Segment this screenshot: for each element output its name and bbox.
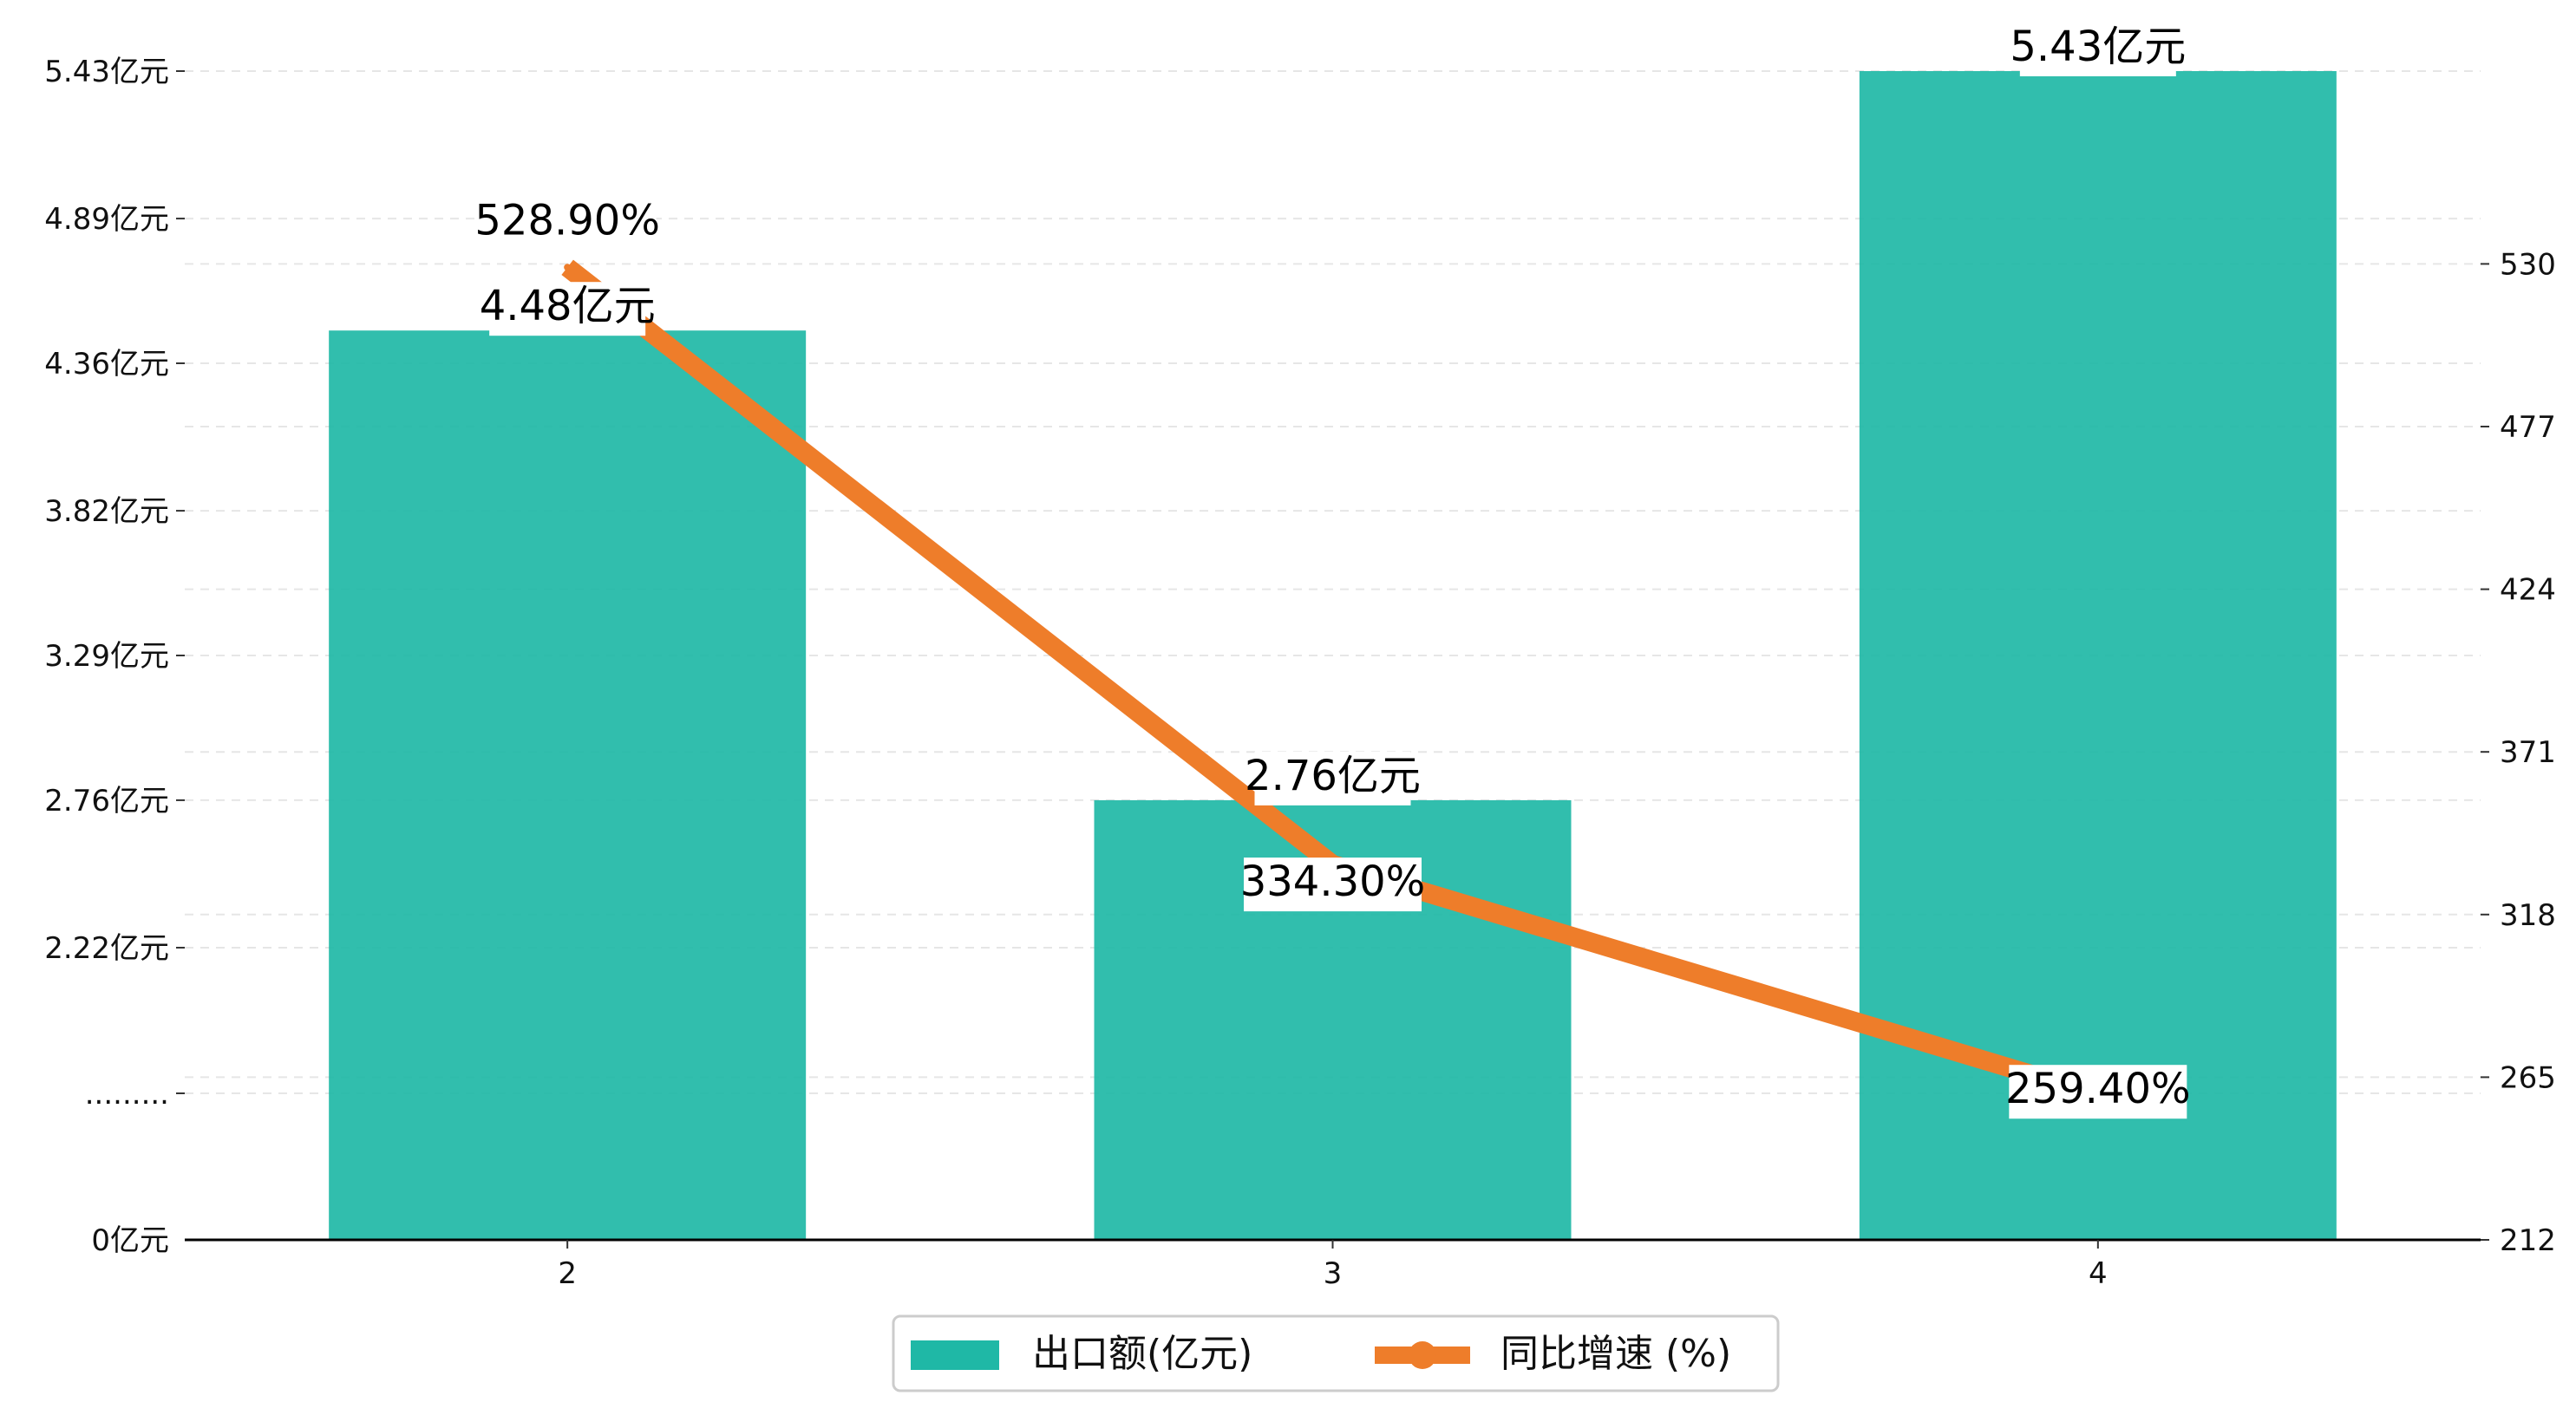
legend: 出口额(亿元) 同比增速 (%) [892,1314,1780,1392]
legend-line-marker [1409,1341,1436,1369]
line-value-label-bg [2009,1065,2187,1119]
line-point [564,264,572,271]
legend-box [892,1314,1780,1392]
legend-line-label: 同比增速 (%) [1500,1332,1731,1376]
line-value-label-bg [1244,857,1422,912]
y-left-tick-label: 5.43亿元 [44,55,169,89]
y-right-tick-label: 371 [2500,735,2556,770]
y-right-tick-label: 477 [2500,410,2556,445]
bar-value-label-bg [489,282,646,336]
bar-value-label: 5.43亿元 [2010,23,2186,71]
line-value-label: 334.30% [1240,857,1426,906]
bar-value-label: 2.76亿元 [1245,752,1421,800]
bar [329,330,807,1241]
y-right-tick-label: 265 [2500,1060,2556,1095]
x-tick-label: 2 [558,1256,577,1291]
legend-bar-swatch [911,1340,999,1370]
bar-value-label-bg [1254,751,1411,805]
y-left-tick-label: 3.82亿元 [44,494,169,529]
x-tick-label: 3 [1324,1256,1343,1291]
line-value-label: 528.90% [474,196,660,245]
y-right-tick-label: 318 [2500,898,2556,933]
data-labels: 4.48亿元 2.76亿元 5.43亿元 528.90% 334.30% 259.40% [474,23,2191,1119]
y-left-tick-label: 0亿元 [91,1223,169,1258]
y-left-tick-label: ......... [85,1077,169,1112]
bar-value-label-bg [2019,23,2176,76]
line-value-label-bg [478,196,657,251]
y-left-tick-label: 2.76亿元 [44,784,169,818]
y-left-tick-label: 4.36亿元 [44,347,169,381]
x-tick-label: 4 [2089,1256,2108,1291]
y-left-tick-label: 2.22亿元 [44,931,169,966]
line-value-label: 259.40% [2005,1065,2191,1113]
y-right-tick-label: 424 [2500,573,2556,608]
y-left-tick-label: 3.29亿元 [44,639,169,674]
axes: 0亿元......... 2.22亿元 2.76亿元 3.29亿元 3.82亿元 4.36… [44,55,2556,1291]
y-left-tick-label: 4.89亿元 [44,202,169,237]
y-right-tick-label: 530 [2500,247,2556,282]
legend-bar-label: 出口额(亿元) [1032,1332,1252,1376]
bar-value-label: 4.48亿元 [480,282,656,330]
y-right-tick-label: 212 [2500,1223,2556,1258]
